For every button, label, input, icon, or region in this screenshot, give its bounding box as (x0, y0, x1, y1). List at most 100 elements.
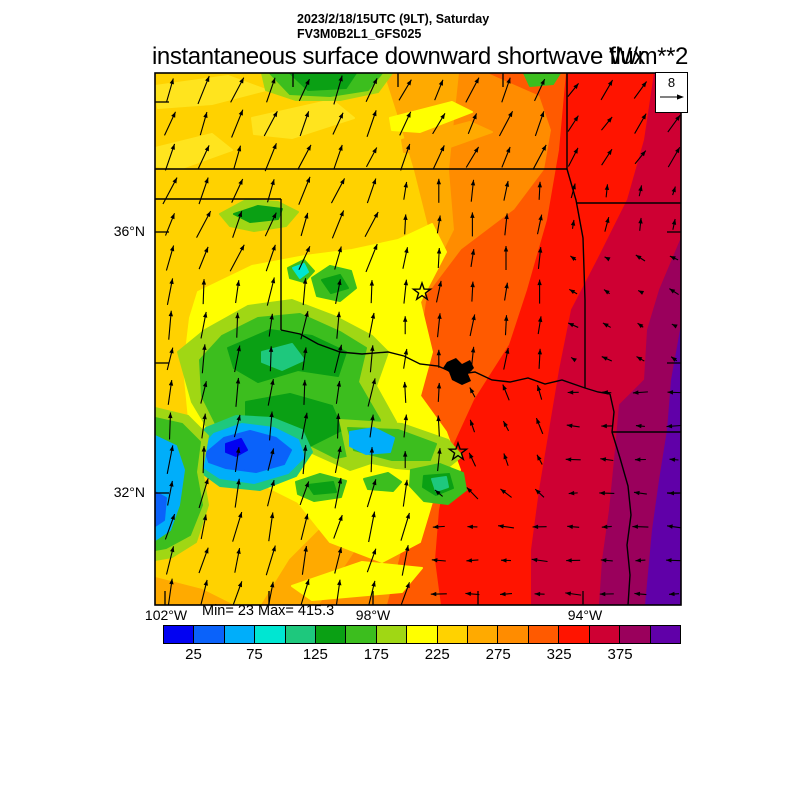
map-layers (155, 73, 681, 605)
wind-arrow-head (632, 524, 638, 529)
wind-arrow-head (303, 347, 308, 354)
wind-arrow-head (504, 348, 510, 354)
colorbar-segment (164, 626, 195, 643)
contour-region (291, 561, 423, 601)
wind-arrow-head (465, 591, 472, 597)
wind-arrow-head (669, 457, 676, 462)
wind-arrow-head (601, 524, 608, 529)
wind-arrow-head (270, 480, 275, 486)
wind-arrow-head (541, 144, 547, 151)
wind-arrow-head (340, 178, 345, 185)
wind-arrow-head (272, 143, 277, 150)
wind-arrow-head (436, 248, 442, 254)
wind-arrow-head (305, 579, 310, 586)
contour-region (321, 274, 349, 294)
colorbar (163, 625, 681, 644)
wind-arrow-head (602, 322, 609, 328)
wind-arrow-head (302, 445, 308, 451)
wind-arrow-head (667, 524, 673, 529)
wind-arrow-head (371, 511, 376, 518)
wind-arrow-head (469, 387, 475, 394)
wind-reference-box: 8 (655, 72, 688, 113)
wind-arrow-head (370, 345, 375, 352)
wind-arrow-head (372, 147, 377, 154)
wind-arrow-head (568, 322, 575, 328)
wind-arrow-head (640, 150, 646, 157)
wind-arrow-head (470, 179, 476, 186)
wind-arrow-head (168, 380, 174, 386)
colorbar-tick-label: 275 (485, 646, 511, 663)
wind-arrow-head (236, 478, 241, 485)
wind-arrow-head (504, 213, 509, 220)
wind-arrow-head (437, 280, 443, 287)
wind-arrow-head (404, 545, 410, 552)
wind-arrow-head (506, 77, 511, 84)
wind-arrow-head (500, 591, 506, 597)
wind-arrow-head (471, 314, 476, 321)
wind-arrow-head (238, 109, 243, 116)
wind-arrow-head (337, 477, 343, 484)
wind-arrow-head (371, 548, 377, 555)
wind-arrow-head (436, 178, 441, 185)
wind-arrow-head (437, 448, 442, 454)
wind-arrow-head (540, 79, 545, 86)
colorbar-segment (224, 626, 256, 643)
wind-arrow-head (202, 381, 208, 388)
wind-arrow-head (271, 244, 276, 251)
wind-arrow-head (503, 421, 508, 428)
wind-arrow-head (338, 144, 343, 151)
wind-arrow-head (169, 347, 174, 354)
wind-arrow-head (537, 247, 543, 253)
wind-arrow-head (203, 246, 209, 253)
colorbar-segment (528, 626, 560, 643)
wind-arrow-head (634, 457, 641, 462)
wind-arrow-head (371, 178, 377, 185)
wind-arrow-head (370, 414, 375, 421)
contour-region (155, 491, 167, 527)
wind-arrow-head (635, 423, 642, 429)
wind-arrow-head (440, 113, 445, 120)
colorbar-segment (346, 626, 377, 643)
wind-arrow-head (470, 346, 476, 353)
contour-region (292, 263, 309, 279)
wind-arrow-head (338, 515, 343, 521)
wind-arrow-head (671, 356, 677, 362)
wind-arrow-head (473, 146, 479, 153)
wind-arrow-head (170, 546, 175, 553)
wind-arrow-head (666, 558, 672, 563)
colorbar-segment (468, 626, 499, 643)
wind-arrow-head (565, 457, 572, 462)
wind-arrow-head (537, 348, 543, 355)
wind-arrow-head (337, 246, 342, 253)
wind-arrow-head (271, 212, 277, 219)
wind-arrow-head (607, 149, 612, 156)
wind-arrow-head (601, 423, 607, 429)
wind-arrow-head (338, 75, 343, 82)
wind-arrow-head (436, 382, 442, 389)
wind-arrow-head (566, 558, 572, 563)
wind-arrow-head (271, 545, 276, 552)
contour-region (389, 101, 473, 133)
wind-arrow-head (305, 176, 311, 183)
wind-arrow-head (671, 186, 676, 193)
wind-arrow-head (337, 547, 343, 554)
wind-arrow-head (431, 558, 438, 563)
wind-arrow-head (205, 76, 210, 83)
wind-arrow-head (235, 377, 241, 384)
wind-arrow-head (268, 346, 274, 352)
colorbar-segment (255, 626, 286, 643)
wind-arrow-head (372, 479, 377, 486)
colorbar-tick-label: 325 (546, 646, 572, 663)
wind-arrow-head (603, 289, 610, 295)
wind-arrow-head (503, 246, 509, 252)
wind-arrow-head (565, 591, 572, 596)
lake-marker (443, 358, 474, 385)
lon-axis-label: 102°W (144, 607, 188, 623)
wind-arrow-head (536, 385, 542, 392)
wind-arrow-head (236, 548, 241, 554)
wind-arrow-head (498, 524, 504, 529)
wind-arrow-head (437, 215, 442, 222)
wind-arrow-head (605, 217, 610, 224)
